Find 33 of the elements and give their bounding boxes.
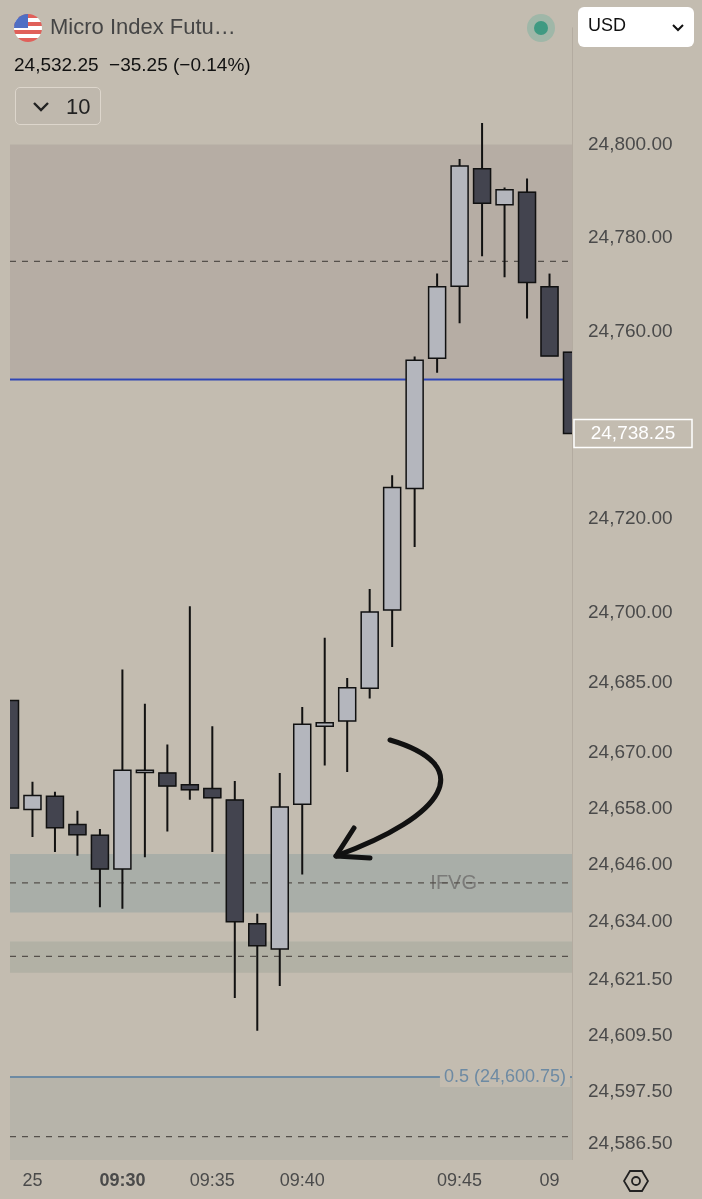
candlestick bbox=[495, 186, 514, 279]
y-tick-label: 24,720.00 bbox=[588, 507, 673, 529]
text: 24,532.25 −35.25 (−0.14%) bbox=[14, 54, 251, 76]
candlestick bbox=[360, 588, 379, 700]
x-tick-label: 09:45 bbox=[437, 1169, 483, 1190]
y-tick-label: 24,658.00 bbox=[588, 797, 673, 819]
ref-line-label: 0.5 (24,600.75) bbox=[443, 1065, 566, 1086]
candlestick bbox=[315, 636, 334, 767]
y-tick-label: 24,800.00 bbox=[588, 132, 673, 154]
y-tick-label: 24,685.00 bbox=[588, 670, 673, 692]
x-tick-label: 09:40 bbox=[279, 1169, 325, 1190]
y-tick-label: 24,780.00 bbox=[588, 226, 673, 248]
y-tick-label: 24,586.50 bbox=[588, 1131, 673, 1153]
candlestick bbox=[450, 157, 469, 325]
candlestick bbox=[113, 668, 132, 910]
y-tick-label: 24,646.00 bbox=[588, 853, 673, 875]
chart-title: Micro Index Futu… bbox=[50, 14, 236, 40]
y-tick-label: 24,700.00 bbox=[588, 600, 673, 622]
text: 24,738.25 bbox=[590, 421, 676, 443]
text: USD bbox=[578, 7, 694, 47]
candlestick bbox=[270, 771, 290, 987]
x-tick-label: 09:30 bbox=[99, 1169, 146, 1190]
y-tick-label: 24,634.00 bbox=[588, 909, 673, 931]
y-tick-label: 24,597.50 bbox=[588, 1080, 673, 1102]
y-tick-label: 24,621.50 bbox=[588, 968, 673, 990]
annotation: 10 bbox=[15, 87, 101, 125]
candlestick bbox=[158, 743, 177, 833]
x-tick-label: 25 bbox=[22, 1169, 43, 1190]
x-tick-label: 09 bbox=[539, 1169, 560, 1190]
y-tick-label: 24,760.00 bbox=[588, 319, 673, 341]
x-tick-label: 09:35 bbox=[189, 1169, 235, 1190]
y-tick-label: 24,609.50 bbox=[588, 1024, 673, 1046]
y-tick-label: 24,670.00 bbox=[588, 741, 673, 763]
